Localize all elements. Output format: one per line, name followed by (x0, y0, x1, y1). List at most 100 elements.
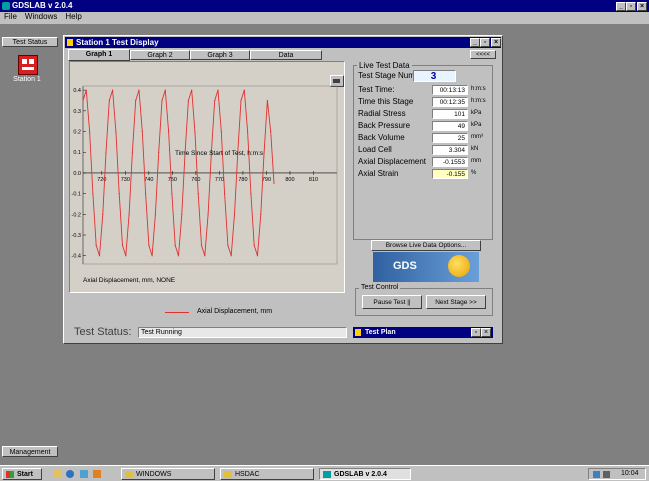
management-tab[interactable]: Management (2, 446, 58, 457)
x-tick-label: 770 (215, 177, 224, 183)
legend-swatch (165, 312, 189, 313)
data-point (260, 213, 262, 215)
quicklaunch-desktop-icon[interactable] (54, 470, 62, 478)
test-status-value: Test Running (138, 327, 347, 338)
live-label: Load Cell (358, 145, 392, 154)
menu-windows[interactable]: Windows (24, 12, 58, 21)
live-unit: kPa (471, 122, 482, 128)
data-point (243, 89, 245, 91)
tab-data[interactable]: Data (250, 50, 322, 60)
station-icon (18, 55, 38, 75)
data-point (184, 151, 186, 153)
data-point (158, 151, 160, 153)
data-point (92, 193, 94, 195)
data-point (233, 213, 236, 215)
task-hsdac[interactable]: HSDAC (220, 468, 314, 480)
tray-volume-icon[interactable] (603, 471, 610, 478)
legend-label: Axial Displacement, mm (197, 308, 273, 315)
menu-help[interactable]: Help (65, 12, 82, 21)
data-point (266, 99, 268, 102)
data-point (273, 182, 275, 184)
station-minimize-button[interactable]: _ (470, 38, 480, 47)
browse-live-data-button[interactable]: Browse Live Data Options... (371, 240, 481, 251)
data-point (207, 213, 209, 215)
task-gdslab[interactable]: GDSLAB v 2.0.4 (319, 468, 411, 480)
y-tick-label: 0.1 (73, 150, 81, 156)
live-test-data-title: Live Test Data (357, 61, 412, 70)
station-window-title: Station 1 Test Display (76, 38, 159, 47)
folder-icon (125, 471, 133, 478)
tab-graph-1[interactable]: Graph 1 (68, 49, 130, 61)
task-windows[interactable]: WINDOWS (121, 468, 215, 480)
test-control-group (355, 288, 493, 316)
test-control-title: Test Control (359, 284, 401, 291)
live-unit: mm (471, 158, 481, 164)
app-maximize-button[interactable]: ▫ (626, 2, 636, 11)
chart-panel (69, 61, 345, 293)
x-tick-label: 730 (121, 177, 130, 183)
chart-frame (82, 85, 338, 265)
collapse-button[interactable]: <<<< (470, 50, 496, 59)
quicklaunch-browser-icon[interactable] (66, 470, 74, 478)
tab-graph-2[interactable]: Graph 2 (130, 50, 190, 60)
data-point (204, 255, 206, 257)
live-unit: % (471, 170, 477, 176)
app-icon (2, 2, 10, 10)
live-label: Test Stage Num: (358, 71, 418, 80)
test-plan-close-button[interactable]: × (481, 328, 491, 337)
x-tick-label: 750 (168, 177, 177, 183)
station-label: Station 1 (13, 76, 41, 83)
station-close-button[interactable]: × (491, 38, 501, 47)
menu-file[interactable]: File (4, 12, 17, 21)
station-window-titlebar: Station 1 Test Display _ ▫ × (65, 37, 501, 48)
start-button[interactable]: Start (2, 468, 42, 480)
live-value: 25 (432, 133, 468, 143)
live-label: Axial Strain (358, 169, 399, 178)
tab-graph-3[interactable]: Graph 3 (190, 50, 250, 60)
data-point (194, 130, 196, 133)
data-point (105, 151, 107, 153)
live-value: -0.1553 (432, 157, 468, 167)
test-plan-restore-button[interactable]: ▫ (471, 328, 481, 337)
y-tick-label: -0.4 (72, 254, 81, 260)
data-point (240, 99, 242, 102)
station-window-icon (67, 39, 73, 46)
pause-test-button[interactable]: Pause Test || (362, 295, 422, 309)
live-unit: mm³ (471, 134, 483, 140)
data-point (256, 255, 259, 257)
folder-icon (224, 471, 232, 478)
data-point (82, 99, 84, 102)
live-value: 00:13:13 (432, 85, 468, 95)
x-tick-label: 800 (285, 177, 294, 183)
app-title: GDSLAB v 2.0.4 (12, 1, 73, 10)
globe-icon (448, 255, 470, 277)
chart: 0.4 0.3 0.2 0.1 0.0 -0.1 -0.2 -0.3 -0.4 720 730 74… (72, 85, 338, 284)
chart-title: Time Since Start of Test, h:m:s (175, 150, 264, 157)
data-point (214, 99, 216, 102)
data-point (250, 193, 252, 195)
app-minimize-button[interactable]: _ (616, 2, 626, 11)
gds-logo: GDS (373, 252, 479, 282)
data-point (115, 130, 117, 133)
data-point (151, 255, 153, 257)
test-plan-window[interactable]: Test Plan ▫ × (353, 327, 493, 338)
test-plan-icon (355, 329, 361, 336)
quicklaunch-channels-icon[interactable] (80, 470, 88, 478)
test-status-tab[interactable]: Test Status (2, 37, 58, 47)
tray-network-icon[interactable] (593, 471, 600, 478)
menubar: File Windows Help (0, 12, 649, 22)
app-titlebar: GDSLAB v 2.0.4 _ ▫ × (0, 0, 649, 12)
x-tick-label: 720 (97, 177, 106, 183)
left-panel (0, 24, 60, 465)
quicklaunch-media-icon[interactable] (93, 470, 101, 478)
print-button[interactable] (330, 75, 344, 87)
data-point (88, 130, 91, 133)
data-point (177, 255, 180, 257)
gds-logo-text: GDS (393, 260, 417, 272)
data-point (171, 193, 173, 195)
task-hsdac-label: HSDAC (235, 471, 260, 478)
station-1-item[interactable]: Station 1 (13, 55, 46, 87)
app-close-button[interactable]: × (637, 2, 647, 11)
station-maximize-button[interactable]: ▫ (480, 38, 490, 47)
next-stage-button[interactable]: Next Stage >> (426, 295, 486, 309)
